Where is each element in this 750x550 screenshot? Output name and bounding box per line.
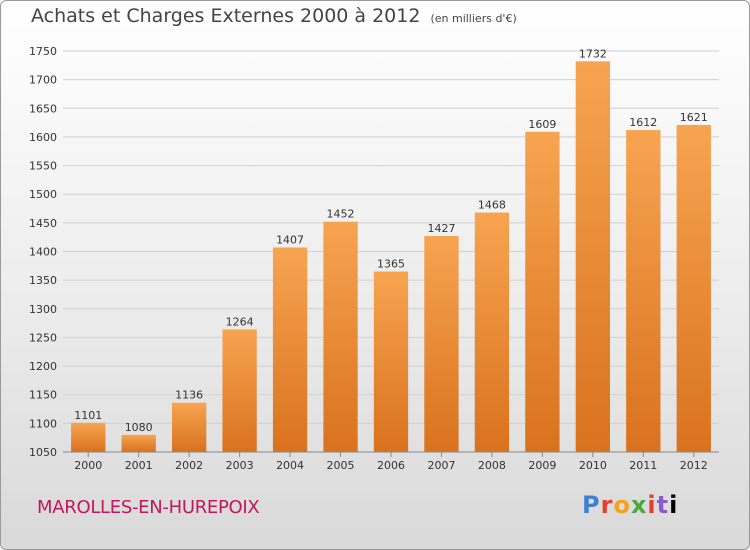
x-axis-ticks: 2000 2001 2002 2003 2004 2005 2006 2007 2008 2009… — [74, 452, 708, 472]
y-tick-label: 1600 — [29, 131, 57, 144]
y-axis-ticks: 1050 1100 1150 1200 1250 1300 1350 1400 1450 1500… — [29, 45, 57, 459]
y-tick-label: 1650 — [29, 102, 57, 115]
y-tick-label: 1350 — [29, 274, 57, 287]
x-tick-label: 2000 — [74, 459, 102, 472]
x-tick-label: 2004 — [276, 459, 304, 472]
x-tick-label: 2011 — [629, 459, 657, 472]
commune-name: MAROLLES-EN-HUREPOIX — [37, 497, 260, 518]
y-tick-label: 1700 — [29, 74, 57, 87]
y-tick-label: 1050 — [29, 446, 57, 459]
bar — [676, 124, 711, 453]
x-tick-label: 2009 — [528, 459, 556, 472]
bar — [171, 402, 207, 452]
y-tick-label: 1100 — [29, 417, 57, 430]
bar — [626, 130, 661, 452]
data-labels: 1101 1080 1136 1264 1407 1452 1365 1427 1468 1609… — [74, 47, 708, 434]
data-label: 1101 — [74, 409, 102, 422]
data-label: 1621 — [680, 111, 708, 124]
data-label: 1732 — [579, 47, 607, 60]
x-tick-label: 2006 — [377, 459, 405, 472]
x-tick-label: 2007 — [427, 459, 455, 472]
y-tick-label: 1300 — [29, 303, 57, 316]
y-tick-label: 1750 — [29, 45, 57, 58]
y-tick-label: 1400 — [29, 246, 57, 259]
bar — [222, 329, 257, 452]
y-tick-label: 1500 — [29, 188, 57, 201]
bar — [424, 236, 459, 452]
bar — [575, 61, 611, 452]
bar — [121, 434, 156, 452]
data-label: 1407 — [276, 233, 304, 246]
x-tick-label: 2010 — [579, 459, 607, 472]
x-tick-label: 2001 — [125, 459, 153, 472]
bar — [525, 131, 560, 452]
data-label: 1612 — [629, 116, 657, 129]
bar — [373, 271, 409, 452]
data-label: 1468 — [478, 199, 506, 212]
chart-title-text: Achats et Charges Externes 2000 à 2012 — [31, 5, 421, 27]
data-label: 1365 — [377, 258, 405, 271]
x-tick-label: 2012 — [680, 459, 708, 472]
data-label: 1609 — [528, 118, 556, 131]
bar — [71, 422, 106, 452]
x-tick-label: 2008 — [478, 459, 506, 472]
bars — [71, 61, 711, 453]
data-label: 1136 — [175, 389, 203, 402]
data-label: 1452 — [327, 208, 355, 221]
data-label: 1427 — [427, 222, 455, 235]
bar — [474, 212, 510, 452]
data-label: 1264 — [226, 315, 254, 328]
y-tick-label: 1550 — [29, 160, 57, 173]
y-tick-label: 1200 — [29, 360, 57, 373]
y-tick-label: 1150 — [29, 389, 57, 402]
proxiti-logo: Proxiti — [582, 491, 679, 519]
chart-unit-label: (en milliers d'€) — [430, 12, 517, 25]
chart-title: Achats et Charges Externes 2000 à 2012 (e… — [31, 5, 517, 27]
y-tick-label: 1450 — [29, 217, 57, 230]
x-tick-label: 2002 — [175, 459, 203, 472]
y-tick-label: 1250 — [29, 331, 57, 344]
x-tick-label: 2005 — [327, 459, 355, 472]
data-label: 1080 — [125, 421, 153, 434]
bar — [323, 221, 358, 452]
bar — [272, 247, 308, 452]
x-tick-label: 2003 — [226, 459, 254, 472]
